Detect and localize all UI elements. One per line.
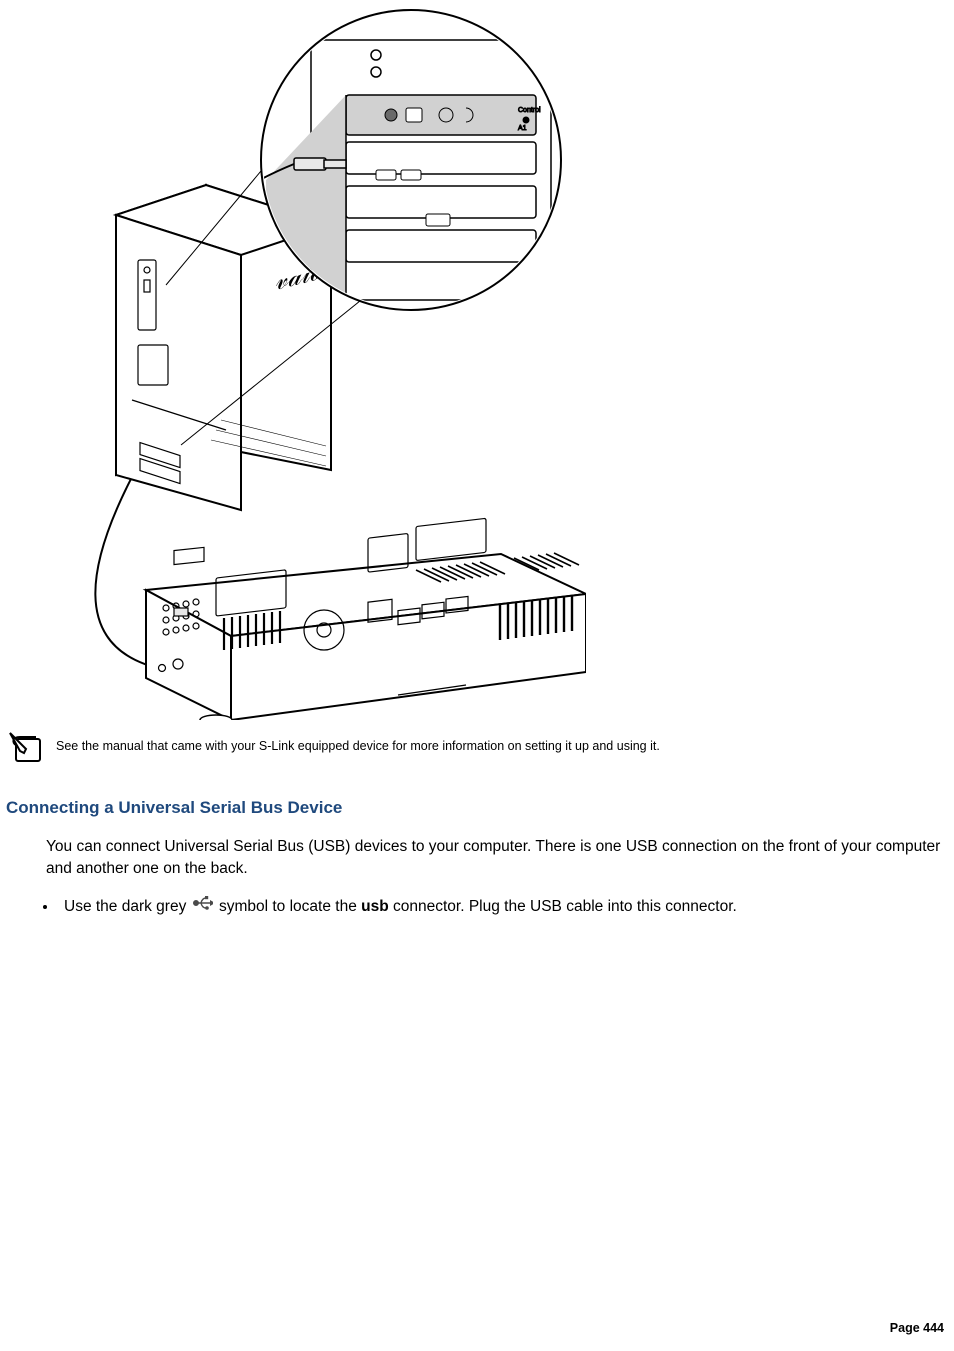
- bullet-mid: symbol to locate the: [219, 898, 361, 915]
- usb-intro-paragraph: You can connect Universal Serial Bus (US…: [46, 836, 948, 881]
- note-icon: [6, 729, 48, 770]
- instruction-item-1: Use the dark grey symbol to locate the u…: [58, 895, 948, 918]
- usb-trident-icon: [193, 895, 213, 918]
- note-text: See the manual that came with your S-Lin…: [56, 737, 660, 755]
- bullet-post: connector. Plug the USB cable into this …: [393, 898, 737, 915]
- connection-diagram: 𝓋𝒶𝒾ℴ Control A1: [46, 0, 586, 727]
- bullet-pre: Use the dark grey: [64, 898, 191, 915]
- section-heading-usb: Connecting a Universal Serial Bus Device: [6, 796, 948, 821]
- instruction-list: Use the dark grey symbol to locate the u…: [28, 895, 948, 918]
- page-container: 𝓋𝒶𝒾ℴ Control A1: [0, 0, 954, 1351]
- svg-text:A1: A1: [518, 125, 527, 132]
- note-row: See the manual that came with your S-Lin…: [6, 737, 948, 770]
- bullet-bold: usb: [361, 898, 389, 915]
- svg-text:Control: Control: [518, 107, 541, 114]
- page-number: Page 444: [890, 1319, 944, 1337]
